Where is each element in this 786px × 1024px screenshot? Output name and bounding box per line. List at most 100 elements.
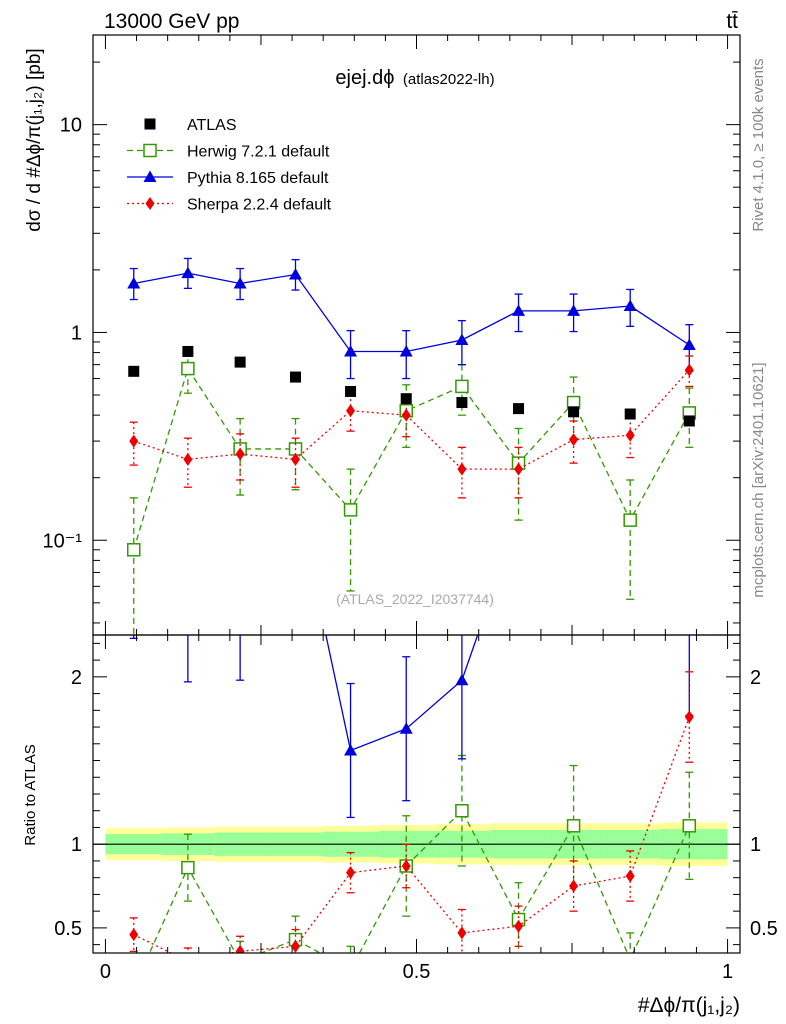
main-ylabel: dσ / d #Δϕ/π(j₁,j₂) [pb] [24,48,45,231]
main-herwig-point [623,513,637,527]
ratio-pythia-series [129,453,696,819]
legend-label-atlas: ATLAS [187,117,237,134]
legend-label-pythia: Pythia 8.165 default [187,170,329,187]
ratio-sherpa-point [290,939,300,953]
main-atlas-point [182,345,194,357]
ratio-y-tick-label-left: 0.5 [54,918,82,940]
ratio-herwig-point [181,860,195,875]
ratio-herwig-point [128,982,140,994]
main-sherpa-point [290,452,300,466]
legend-entry-herwig: Herwig 7.2.1 default [127,144,330,161]
main-pythia-point [623,299,637,312]
ratio-sherpa-point [684,710,694,724]
ratio-pythia-point [567,495,580,507]
legend-marker-pythia [143,170,157,182]
process-label: tt̄ [726,10,738,33]
main-atlas-point [624,408,636,420]
ratio-sherpa-point [129,928,139,942]
watermark: (ATLAS_2022_I2037744) [336,591,494,607]
main-atlas-point [568,406,580,418]
ratio-sherpa-point [346,866,356,880]
main-y-tick-label: 10 [60,115,82,137]
ratio-sherpa-point [235,944,245,953]
main-sherpa-point [514,462,524,476]
legend-entry-atlas: ATLAS [144,117,237,134]
ratio-y-tick-label-right: 1 [750,834,761,856]
ratio-pythia-point [234,605,247,617]
main-sherpa-point [346,404,356,418]
ratio-sherpa-series [129,671,694,968]
main-pythia-line [133,272,690,353]
main-pythia-point [567,304,581,316]
main-pythia-point [682,338,696,351]
main-pythia-point [288,268,302,280]
main-sherpa-point [684,363,694,377]
main-sherpa-series [129,355,694,499]
legend-label-herwig: Herwig 7.2.1 default [187,144,330,161]
main-pythia-point [181,266,195,279]
main-pythia-point [233,277,247,289]
ratio-pythia-point [624,453,637,465]
main-pythia-series [127,257,696,380]
ratio-herwig-point [623,952,637,953]
main-sherpa-point [625,428,635,442]
ratio-herwig-line [148,809,690,953]
main-herwig-point [181,361,195,376]
ratio-sherpa-point [514,919,524,933]
ratio-herwig-point [234,955,246,967]
main-sherpa-point [569,433,579,447]
main-sherpa-point [129,434,139,448]
axes: 0 0.5 1 10⁻¹ 1 10 0.5 0.5 1 1 2 2 [43,34,778,983]
main-sherpa-point [235,447,245,461]
x-axis-label: #Δϕ/π(j₁,j₂) [638,994,740,1017]
ratio-sherpa-point [183,955,192,968]
ratio-sherpa-point [401,859,411,873]
main-pythia-point [399,344,413,357]
analysis-title-tag: (atlas2022-lh) [403,71,495,88]
main-atlas-point [456,397,468,409]
main-series [126,257,697,635]
main-herwig-point [126,543,141,557]
ratio-pythia-point [455,673,469,686]
main-sherpa-line [133,369,690,470]
ratio-y-tick-label-right: 2 [750,667,761,689]
legend-label-sherpa: Sherpa 2.2.4 default [187,197,332,214]
ratio-sherpa-point [625,869,635,883]
ratio-pythia-point [181,607,194,619]
legend-marker-atlas [144,118,156,130]
ratio-herwig-point [682,819,697,833]
ratio-pythia-point [683,617,696,629]
ratio-pythia-point [399,722,413,734]
ratio-panel-frame [92,634,741,954]
ratio-uncertainty-band [93,822,740,866]
legend-marker-sherpa [145,197,155,210]
x-tick-label: 1 [722,961,733,983]
main-atlas-point [683,415,695,427]
ratio-ylabel: Ratio to ATLAS [22,744,39,845]
ratio-y-tick-label-right: 0.5 [750,918,778,940]
main-pythia-point [344,344,358,357]
legend-entry-pythia: Pythia 8.165 default [127,170,329,187]
x-tick-label: 0 [100,961,111,983]
main-atlas-point [234,356,246,368]
main-atlas-point [128,365,140,377]
main-sherpa-point [401,408,411,422]
legend-marker-herwig [143,143,157,158]
main-sherpa-point [183,452,193,466]
ratio-sherpa-point [569,879,579,893]
main-herwig-line [133,367,690,550]
ratio-sherpa-point [457,926,467,940]
ratio-series [128,453,697,994]
ratio-pythia-point [344,743,358,756]
main-atlas-point [513,403,525,415]
ratio-herwig-point [345,964,357,976]
energy-label: 13000 GeV pp [104,10,239,33]
main-pythia-point [455,333,469,345]
mcplots-label: mcplots.cern.ch [arXiv:2401.10621] [750,362,767,597]
main-y-tick-label: 1 [71,322,82,344]
main-pythia-point [127,277,141,289]
main-herwig-point [455,379,469,394]
analysis-title: ejej.dϕ (atlas2022-lh) [335,67,494,89]
main-pythia-point [512,304,526,316]
main-sherpa-point [457,462,467,476]
